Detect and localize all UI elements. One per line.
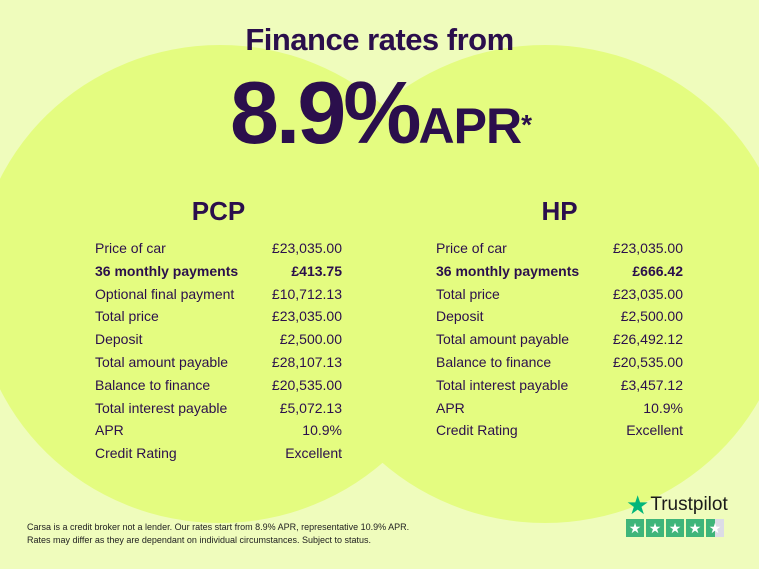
row-value: £2,500.00 — [620, 308, 683, 325]
row-value: Excellent — [626, 422, 683, 439]
row-value: £5,072.13 — [279, 399, 342, 416]
row-value: £23,035.00 — [612, 285, 683, 302]
trustpilot-name: Trustpilot — [650, 494, 728, 515]
trustpilot-rating: ★ ★ ★ ★ ★ — [626, 519, 728, 537]
table-row: Optional final payment £10,712.13 — [95, 283, 342, 306]
row-value: 10.9% — [643, 399, 683, 416]
table-row: Deposit £2,500.00 — [436, 305, 683, 328]
star-icon: ★ — [666, 519, 684, 537]
table-row: Total amount payable £26,492.12 — [436, 328, 683, 351]
disclaimer-line-2: Rates may differ as they are dependant o… — [27, 535, 372, 545]
row-label: 36 monthly payments — [436, 262, 580, 279]
table-row: Total interest payable £3,457.12 — [436, 374, 683, 397]
star-icon: ★ — [686, 519, 704, 537]
pcp-table: Price of car £23,035.00 36 monthly payment… — [95, 237, 342, 465]
row-value: £20,535.00 — [271, 376, 342, 393]
trustpilot-logo: ★ Trustpilot — [626, 490, 728, 520]
row-label: Total interest payable — [436, 376, 569, 393]
headline-title: Finance rates from — [245, 22, 514, 57]
row-label: Price of car — [95, 240, 166, 256]
table-row: 36 monthly payments £666.42 — [436, 260, 683, 283]
row-label: Deposit — [95, 331, 143, 348]
table-row: Total price £23,035.00 — [95, 305, 342, 328]
row-label: Credit Rating — [95, 445, 177, 462]
row-value: £10,712.13 — [271, 285, 342, 302]
star-icon: ★ — [706, 519, 724, 537]
trustpilot-badge[interactable]: ★ Trustpilot ★ ★ ★ ★ ★ — [626, 490, 728, 537]
table-row: Balance to finance £20,535.00 — [436, 351, 683, 374]
row-label: Total interest payable — [95, 399, 228, 416]
row-label: Deposit — [436, 308, 484, 325]
row-value: £23,035.00 — [271, 308, 342, 325]
asterisk: * — [521, 109, 532, 140]
row-label: Credit Rating — [436, 422, 518, 439]
row-value: £413.75 — [291, 262, 342, 279]
pcp-panel: PCP Price of car £23,035.00 36 monthly pay… — [95, 196, 342, 465]
hp-panel: HP Price of car £23,035.00 36 monthly paym… — [436, 196, 683, 442]
hp-title: HP — [541, 196, 578, 226]
row-label: Balance to finance — [436, 353, 552, 370]
table-row: Credit Rating Excellent — [436, 419, 683, 442]
table-row: APR 10.9% — [95, 419, 342, 442]
background-circle-right — [300, 45, 759, 523]
table-row: Price of car £23,035.00 — [95, 237, 342, 260]
row-label: Balance to finance — [95, 376, 211, 393]
table-row: Total amount payable £28,107.13 — [95, 351, 342, 374]
row-value: Excellent — [285, 445, 342, 462]
row-value: £20,535.00 — [612, 353, 683, 370]
row-label: Total price — [95, 308, 159, 325]
row-value: £3,457.12 — [620, 376, 683, 393]
rate-value: 8.9% — [229, 63, 422, 162]
row-label: Optional final payment — [95, 285, 235, 302]
table-row: Total interest payable £5,072.13 — [95, 397, 342, 420]
star-icon: ★ — [626, 490, 650, 520]
row-label: Total price — [436, 285, 500, 302]
disclaimer-line-1: Carsa is a credit broker not a lender. O… — [27, 522, 410, 532]
table-row: Deposit £2,500.00 — [95, 328, 342, 351]
row-label: Total amount payable — [95, 353, 229, 370]
row-value: £23,035.00 — [271, 240, 342, 256]
row-value: £666.42 — [632, 262, 683, 279]
row-value: 10.9% — [302, 422, 342, 439]
row-value: £26,492.12 — [612, 331, 683, 348]
table-row: APR 10.9% — [436, 397, 683, 420]
hp-table: Price of car £23,035.00 36 monthly payment… — [436, 237, 683, 442]
table-row: Credit Rating Excellent — [95, 442, 342, 465]
pcp-title: PCP — [191, 196, 246, 226]
disclaimer: Carsa is a credit broker not a lender. O… — [27, 521, 409, 547]
row-label: Price of car — [436, 240, 507, 256]
table-row: 36 monthly payments £413.75 — [95, 260, 342, 283]
table-row: Total price £23,035.00 — [436, 283, 683, 306]
row-value: £28,107.13 — [271, 353, 342, 370]
row-label: APR — [436, 399, 465, 416]
star-icon: ★ — [626, 519, 644, 537]
table-row: Price of car £23,035.00 — [436, 237, 683, 260]
table-row: Balance to finance £20,535.00 — [95, 374, 342, 397]
star-icon: ★ — [646, 519, 664, 537]
headline-rate: 8.9%APR* — [0, 68, 759, 171]
row-label: APR — [95, 422, 124, 439]
row-value: £2,500.00 — [279, 331, 342, 348]
row-value: £23,035.00 — [612, 240, 683, 256]
row-label: 36 monthly payments — [95, 262, 239, 279]
apr-label: APR — [418, 98, 523, 154]
row-label: Total amount payable — [436, 331, 570, 348]
